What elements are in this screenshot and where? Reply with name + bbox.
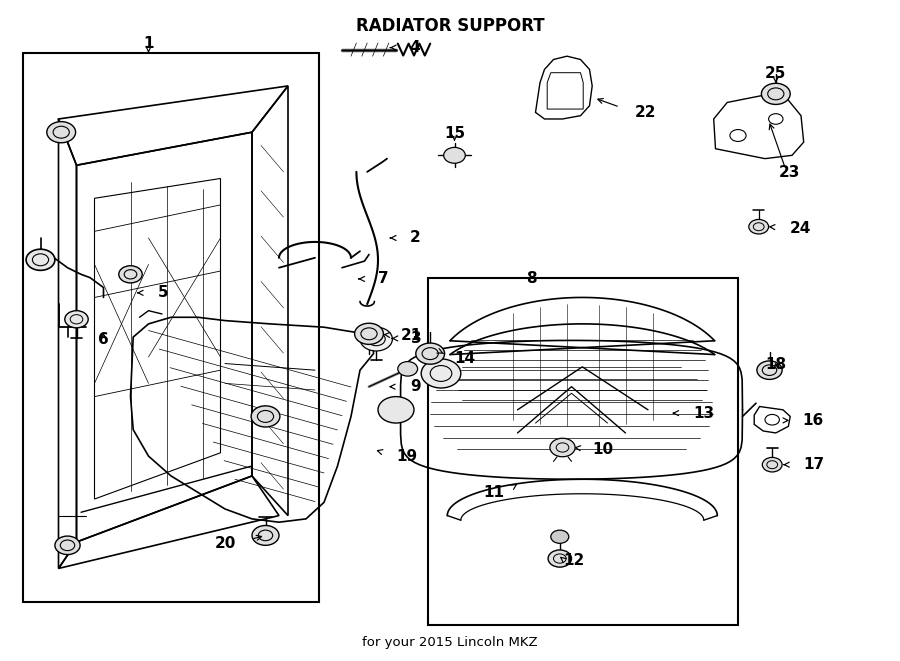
Circle shape	[548, 550, 572, 567]
Circle shape	[119, 266, 142, 283]
Text: 3: 3	[411, 331, 422, 346]
Text: 15: 15	[444, 126, 465, 141]
Text: 22: 22	[634, 105, 656, 120]
Text: 18: 18	[765, 357, 787, 372]
Text: 7: 7	[378, 272, 389, 286]
Text: 4: 4	[410, 40, 420, 55]
Circle shape	[252, 525, 279, 545]
Text: 2: 2	[410, 231, 420, 245]
Circle shape	[444, 147, 465, 163]
Text: 21: 21	[400, 329, 422, 343]
Circle shape	[26, 249, 55, 270]
Text: 12: 12	[563, 553, 585, 568]
Text: 10: 10	[592, 442, 613, 457]
Circle shape	[65, 311, 88, 328]
Text: 9: 9	[410, 379, 421, 394]
Text: for your 2015 Lincoln MKZ: for your 2015 Lincoln MKZ	[362, 636, 538, 649]
Circle shape	[55, 536, 80, 555]
Text: 23: 23	[778, 165, 800, 180]
Text: 8: 8	[526, 271, 536, 286]
Circle shape	[416, 343, 445, 364]
Text: 17: 17	[804, 457, 824, 472]
Text: 6: 6	[98, 332, 109, 347]
Circle shape	[47, 122, 76, 143]
Circle shape	[749, 219, 769, 234]
Text: 5: 5	[158, 286, 168, 300]
Circle shape	[757, 361, 782, 379]
Circle shape	[398, 362, 418, 376]
Text: 1: 1	[143, 36, 154, 52]
Circle shape	[421, 359, 461, 388]
Text: 13: 13	[693, 406, 714, 420]
Circle shape	[360, 327, 392, 351]
Circle shape	[551, 530, 569, 543]
Text: 14: 14	[454, 352, 475, 366]
Text: 20: 20	[214, 536, 236, 551]
Text: 16: 16	[803, 413, 824, 428]
Text: 24: 24	[789, 221, 811, 235]
Circle shape	[761, 83, 790, 104]
Bar	[22, 53, 319, 602]
Text: 19: 19	[396, 449, 417, 463]
Circle shape	[251, 406, 280, 427]
Circle shape	[355, 323, 383, 344]
Circle shape	[762, 457, 782, 472]
Bar	[428, 278, 738, 625]
Circle shape	[378, 397, 414, 423]
Text: RADIATOR SUPPORT: RADIATOR SUPPORT	[356, 17, 544, 34]
Circle shape	[550, 438, 575, 457]
Text: 11: 11	[483, 485, 504, 500]
Text: 25: 25	[765, 66, 787, 81]
